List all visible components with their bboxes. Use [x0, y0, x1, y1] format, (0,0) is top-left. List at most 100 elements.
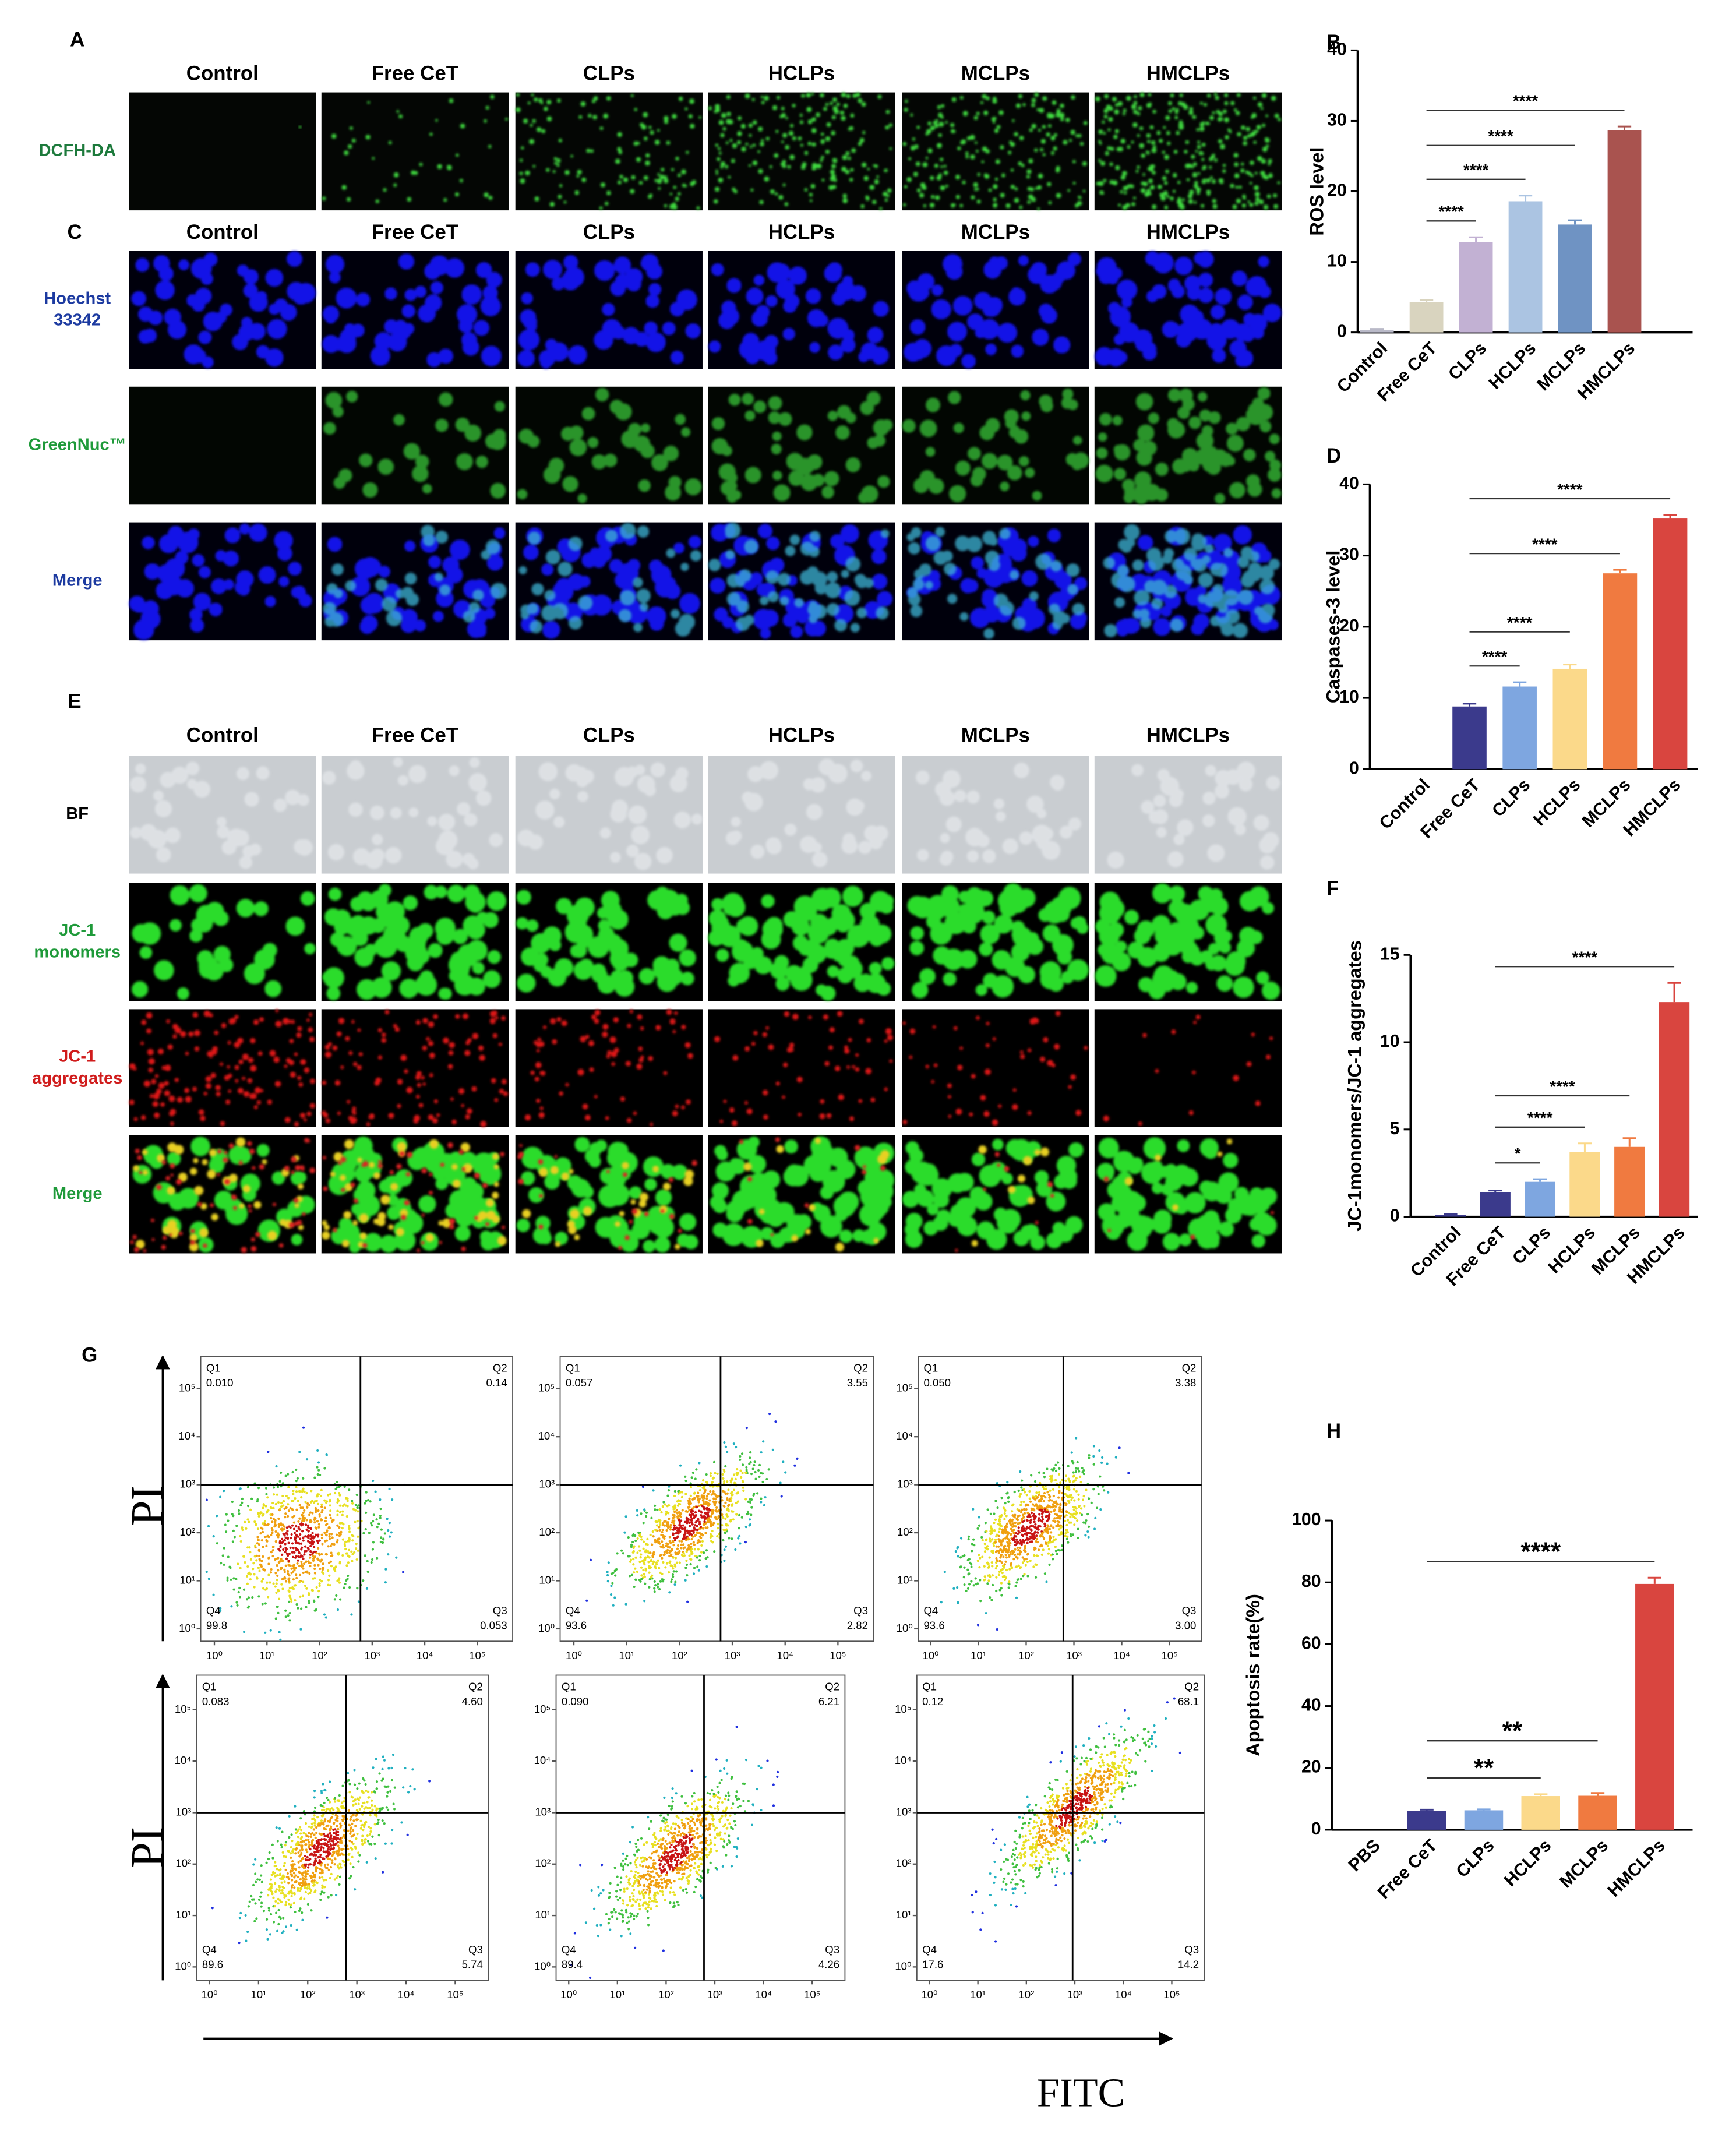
cell — [636, 157, 641, 162]
event-dot — [315, 1586, 318, 1589]
event-dot — [277, 1525, 280, 1528]
cell — [788, 130, 794, 136]
cell — [536, 127, 542, 132]
event-dot — [336, 1509, 339, 1512]
cell — [378, 566, 391, 578]
cell — [168, 1233, 172, 1237]
cells — [708, 262, 889, 365]
cell — [976, 1015, 980, 1020]
cell — [836, 919, 850, 933]
event-dot — [303, 1553, 306, 1556]
row-label: JC-1 — [59, 1047, 96, 1066]
event-dot — [660, 1511, 663, 1514]
cell — [463, 610, 475, 623]
cell — [194, 1046, 200, 1052]
event-dot — [746, 1510, 750, 1513]
cell — [1220, 180, 1223, 184]
y-tick-label: 40 — [1301, 1696, 1321, 1715]
cell — [1264, 451, 1276, 462]
cell — [744, 93, 750, 99]
cell — [859, 141, 862, 144]
cell — [297, 1026, 302, 1031]
significance-label: **** — [1550, 1077, 1575, 1095]
cell — [357, 1065, 362, 1070]
y-tick-label: 10⁰ — [179, 1622, 195, 1634]
cell — [1202, 814, 1215, 827]
cell — [841, 115, 846, 121]
cell — [143, 329, 157, 343]
cell — [580, 1036, 587, 1043]
cell — [435, 918, 456, 939]
cell — [611, 1050, 618, 1057]
cell — [925, 581, 933, 590]
cell — [382, 1032, 386, 1038]
panel-letter: A — [70, 28, 84, 51]
event-dot — [293, 1532, 297, 1534]
cell — [166, 1019, 170, 1024]
event-dot — [267, 1557, 270, 1560]
cell — [1249, 182, 1252, 185]
cell — [657, 178, 662, 184]
cell — [1107, 1229, 1111, 1233]
cell — [1201, 425, 1213, 437]
cell — [940, 185, 945, 190]
bar — [1569, 1152, 1600, 1217]
cell — [455, 1014, 460, 1019]
event-dot — [284, 1536, 287, 1539]
cell — [626, 1118, 632, 1123]
cell — [639, 602, 648, 612]
cell — [627, 1024, 631, 1028]
cell — [472, 589, 484, 601]
cell — [449, 539, 470, 560]
cell — [661, 168, 665, 172]
cell — [870, 1098, 876, 1103]
cell — [359, 453, 373, 467]
cell — [252, 1166, 256, 1170]
cell — [976, 567, 987, 579]
event-dot — [278, 1560, 281, 1563]
cell — [562, 476, 578, 492]
cell — [517, 973, 536, 993]
cell — [904, 343, 923, 362]
cell — [1269, 459, 1282, 471]
event-dot — [742, 1489, 745, 1492]
cell — [543, 260, 563, 280]
event-dot — [303, 1509, 306, 1512]
y-tick-label: 20 — [1327, 181, 1347, 200]
cell — [820, 139, 825, 144]
cell — [855, 1067, 860, 1072]
cell — [472, 1033, 479, 1039]
cell — [807, 142, 812, 146]
cell — [322, 971, 334, 983]
cell — [248, 323, 266, 340]
cell — [1227, 1210, 1240, 1223]
event-dot — [266, 1581, 269, 1584]
cell — [538, 350, 556, 367]
cell — [873, 434, 886, 447]
micrograph — [1094, 92, 1282, 211]
cell — [185, 1052, 189, 1056]
cell — [1030, 187, 1035, 192]
cell — [564, 170, 570, 175]
cell — [775, 130, 779, 133]
cell — [1219, 117, 1223, 121]
event-dot — [250, 1497, 253, 1500]
bar — [1635, 1583, 1674, 1830]
cell — [1152, 204, 1157, 210]
cell — [492, 1153, 499, 1160]
cell — [992, 1037, 996, 1041]
cell — [800, 474, 818, 491]
cell — [828, 185, 834, 190]
cell — [1116, 351, 1128, 364]
cell — [1230, 101, 1235, 105]
event-dot — [297, 1607, 299, 1610]
event-dot — [298, 1451, 301, 1453]
event-dot — [278, 1507, 281, 1510]
cell — [574, 1137, 590, 1152]
cell — [654, 139, 660, 145]
bar — [1552, 668, 1587, 770]
event-dot — [239, 1534, 242, 1538]
cell — [885, 125, 890, 130]
cell — [1152, 915, 1171, 934]
event-dot — [284, 1512, 287, 1515]
